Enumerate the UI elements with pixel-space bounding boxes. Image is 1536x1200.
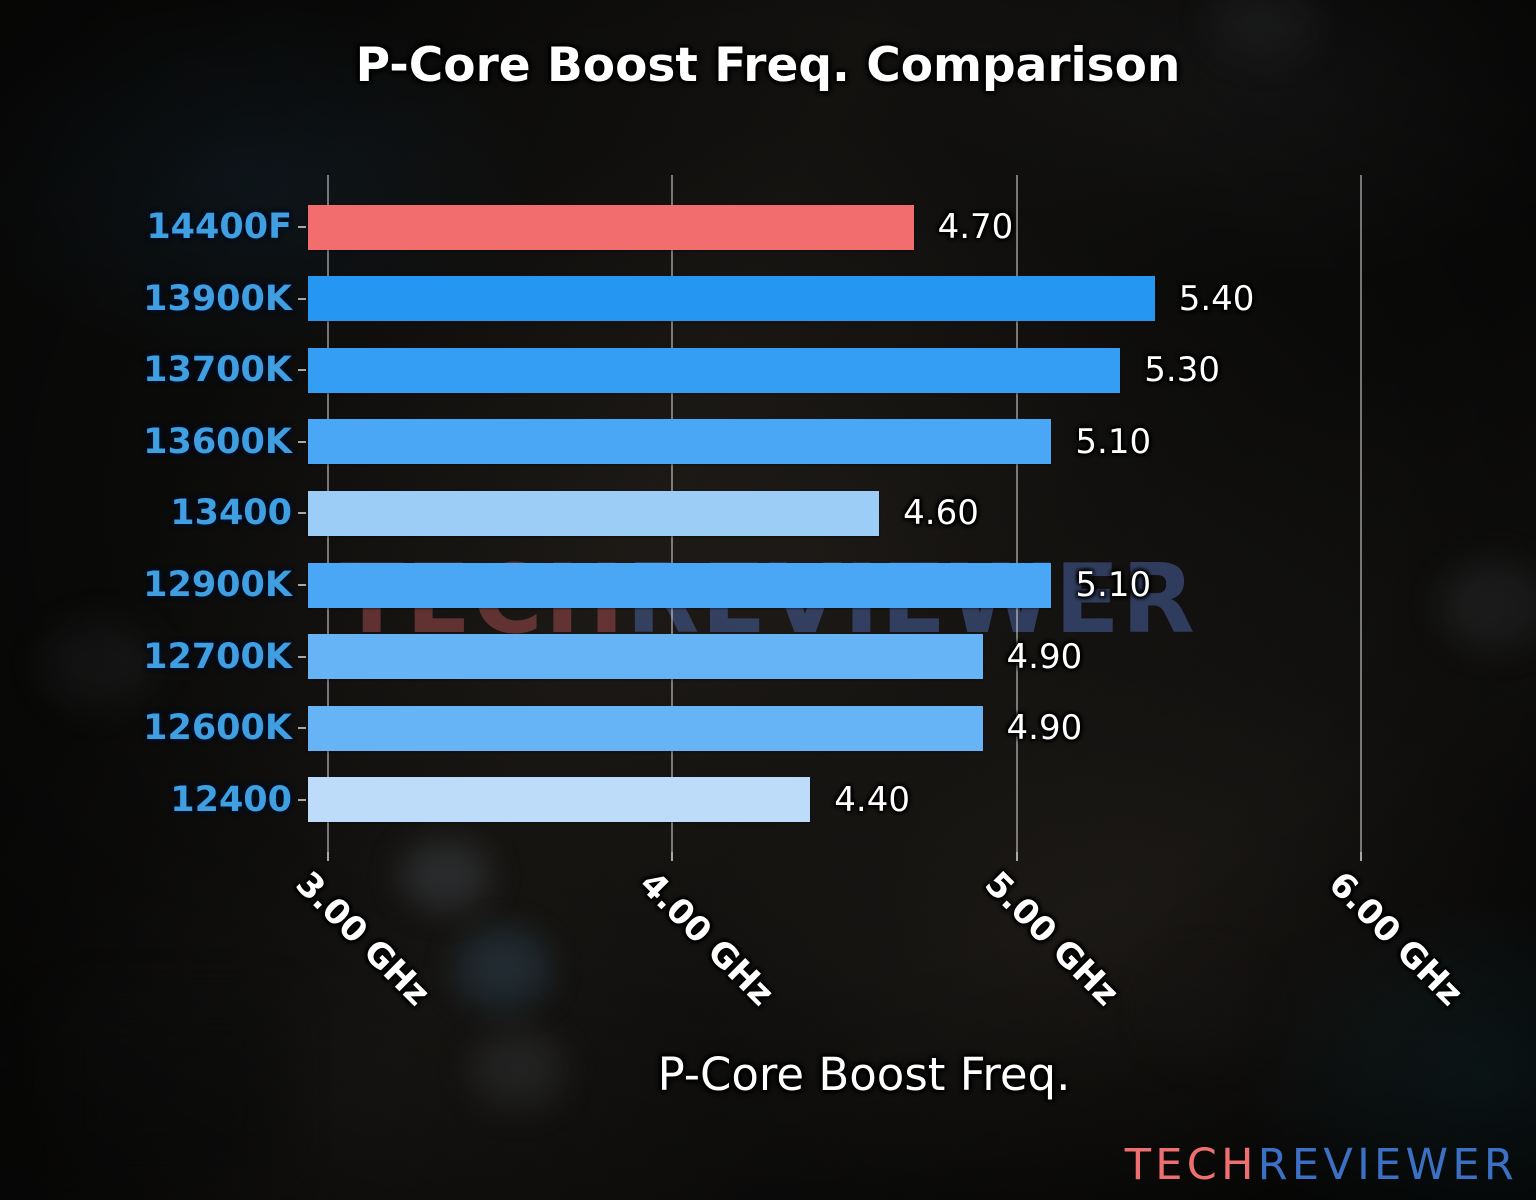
value-label-12900K: 5.10 bbox=[1075, 565, 1152, 605]
category-label-13600K: 13600K bbox=[143, 421, 292, 462]
y-tick-mark bbox=[298, 369, 306, 372]
category-label-12700K: 12700K bbox=[143, 636, 292, 677]
bar-13700K bbox=[308, 347, 1121, 393]
y-tick-mark bbox=[298, 440, 306, 443]
bar-12700K bbox=[308, 634, 983, 680]
bar-12400 bbox=[308, 777, 811, 823]
category-label-14400F: 14400F bbox=[146, 207, 292, 247]
category-label-12900K: 12900K bbox=[143, 565, 292, 605]
bar-14400F bbox=[308, 204, 914, 250]
value-label-13600K: 5.10 bbox=[1075, 421, 1152, 462]
bar-13900K bbox=[308, 276, 1155, 322]
category-label-13400: 13400 bbox=[170, 493, 292, 534]
techreviewer-logo: TECHREVIEWER bbox=[1125, 1140, 1518, 1190]
value-label-12400: 4.40 bbox=[834, 779, 910, 820]
x-tick-mark bbox=[1015, 852, 1018, 861]
x-tick-mark bbox=[1360, 852, 1363, 861]
y-tick-mark bbox=[298, 297, 306, 300]
y-tick-mark bbox=[298, 655, 306, 658]
gridline-5 bbox=[1015, 175, 1018, 852]
y-tick-mark bbox=[298, 512, 306, 515]
bar-12600K bbox=[308, 705, 983, 751]
bar-13600K bbox=[308, 419, 1052, 465]
value-label-12600K: 4.90 bbox=[1006, 708, 1083, 749]
bar-12900K bbox=[308, 562, 1052, 608]
chart-title: P-Core Boost Freq. Comparison bbox=[355, 38, 1181, 93]
plot-area: 3.00 GHz 4.00 GHz 5.00 GHz 6.00 GHz 14400F 4.… bbox=[143, 175, 1471, 1014]
logo-tech: TECH bbox=[1124, 1140, 1258, 1190]
x-tick-mark bbox=[326, 852, 329, 861]
category-label-12600K: 12600K bbox=[143, 708, 292, 749]
value-label-14400F: 4.70 bbox=[937, 207, 1014, 247]
y-tick-mark bbox=[298, 798, 306, 801]
value-label-13700K: 5.30 bbox=[1144, 350, 1220, 391]
value-label-13900K: 5.40 bbox=[1178, 278, 1255, 319]
gridline-6 bbox=[1360, 175, 1363, 852]
value-label-12700K: 4.90 bbox=[1006, 636, 1083, 677]
y-tick-mark bbox=[298, 226, 306, 228]
category-label-13900K: 13900K bbox=[143, 278, 292, 319]
x-axis-title: P-Core Boost Freq. bbox=[657, 1048, 1071, 1101]
y-tick-mark bbox=[298, 584, 306, 586]
bar-13400 bbox=[308, 490, 880, 536]
category-label-13700K: 13700K bbox=[143, 350, 292, 391]
category-label-12400: 12400 bbox=[170, 779, 292, 820]
y-tick-mark bbox=[298, 727, 306, 730]
logo-reviewer: REVIEWER bbox=[1257, 1140, 1518, 1190]
value-label-13400: 4.60 bbox=[903, 493, 979, 534]
x-tick-mark bbox=[671, 852, 674, 861]
